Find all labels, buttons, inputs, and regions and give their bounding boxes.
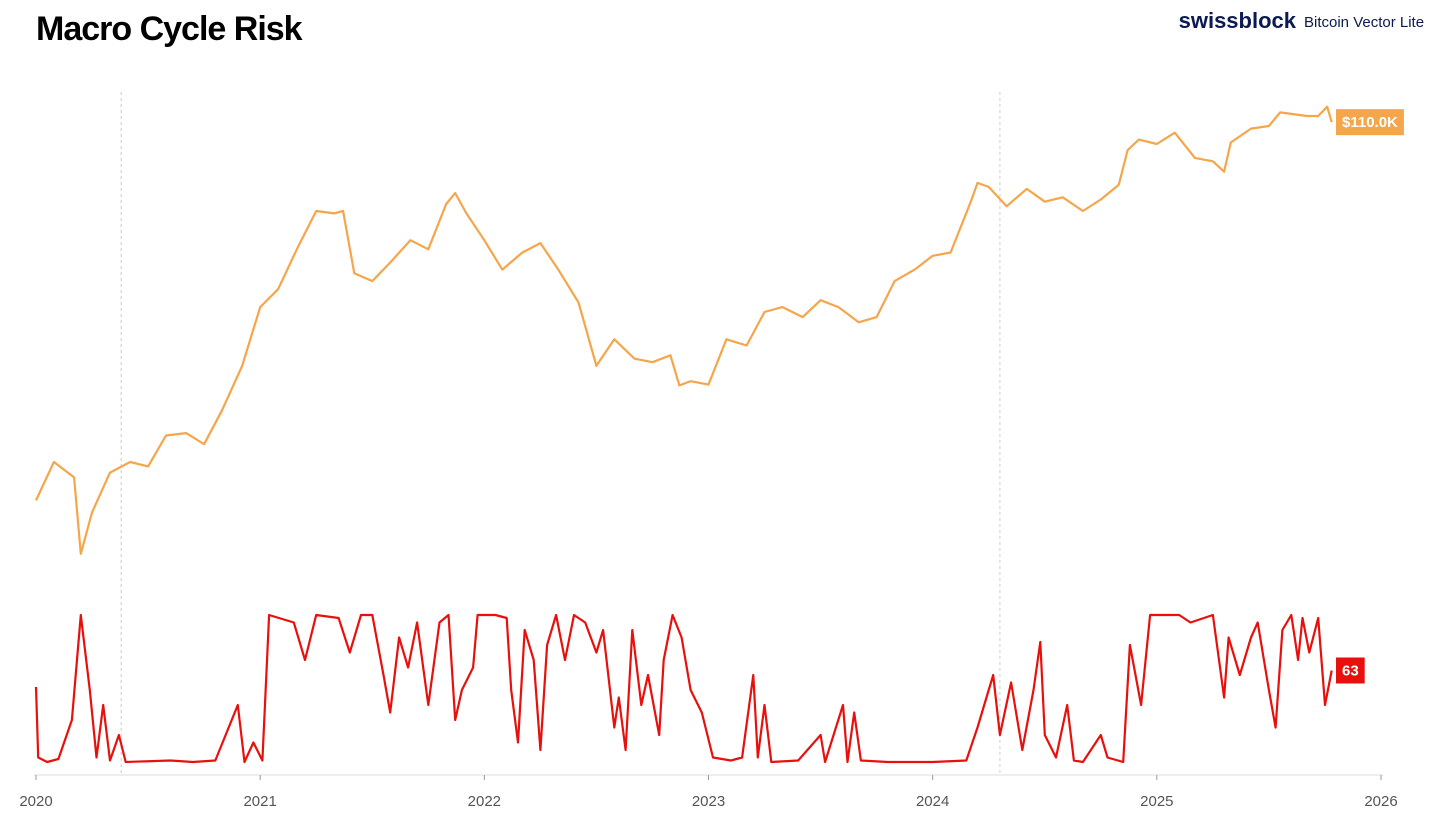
- x-tick-label: 2025: [1140, 793, 1173, 810]
- end-label-box: [1336, 657, 1365, 684]
- x-tick-label: 2026: [1364, 793, 1397, 810]
- end-label: $110.0K: [1342, 114, 1398, 131]
- x-tick-label: 2020: [19, 793, 52, 810]
- x-tick-label: 2021: [243, 793, 276, 810]
- chart-title: Macro Cycle Risk: [36, 10, 303, 48]
- series-line: [35, 105, 1333, 555]
- end-label-box: [1336, 109, 1404, 136]
- series-line: [34, 613, 1333, 764]
- brand: swissblock: [1179, 8, 1297, 33]
- brand-product: Bitcoin Vector Lite: [1304, 14, 1424, 31]
- x-tick-label: 2022: [468, 793, 501, 810]
- x-tick-label: 2024: [916, 793, 949, 810]
- end-label: 63: [1342, 663, 1359, 680]
- x-tick-label: 2023: [692, 793, 725, 810]
